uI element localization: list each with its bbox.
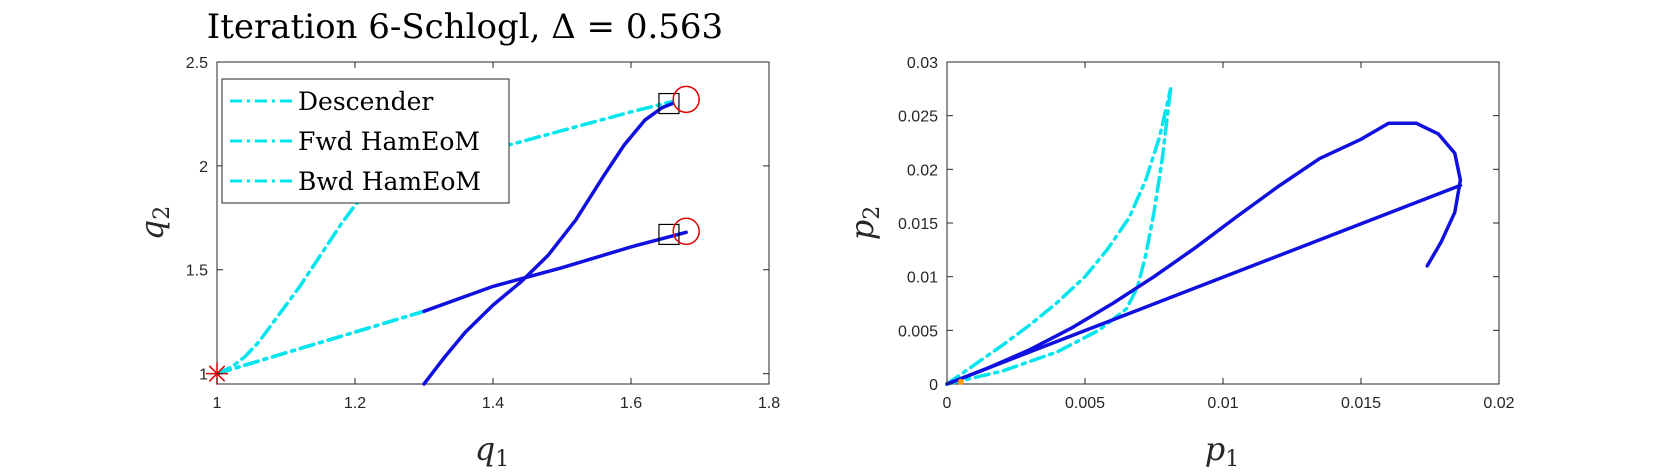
legend-box bbox=[221, 78, 510, 204]
y-tick-label: 0 bbox=[929, 377, 938, 394]
y-tick-label: 0.005 bbox=[898, 323, 938, 340]
y-tick-label: 0.03 bbox=[907, 55, 938, 72]
y-tick-label: 0.02 bbox=[907, 162, 938, 179]
x-tick-label: 0 bbox=[943, 395, 952, 412]
legend-label-bwd-hameom: Bwd HamEoM bbox=[298, 167, 481, 196]
series-line-3 bbox=[422, 101, 675, 386]
plot-area-right bbox=[946, 61, 1500, 385]
series-line-3 bbox=[945, 183, 1463, 386]
x-tick-label: 0.005 bbox=[1065, 395, 1105, 412]
marker-square bbox=[658, 92, 680, 115]
y-tick-label: 0.01 bbox=[907, 270, 938, 287]
x-tick-label: 1.6 bbox=[620, 395, 642, 412]
series-line-bwd-hameom bbox=[215, 309, 426, 376]
y-tick-label: 1.5 bbox=[186, 263, 208, 280]
marker-square bbox=[658, 223, 680, 246]
y-tick-label: 2.5 bbox=[186, 55, 208, 72]
x-axis-label-right: p1 bbox=[1205, 430, 1239, 472]
y-axis-label-right: p2 bbox=[843, 206, 885, 240]
series-line-1 bbox=[945, 87, 1173, 386]
panel-p-space: 0 0.005 0.01 0.015 0.02 0 0.005 0.01 0.015 0.02 0.… bbox=[843, 55, 1515, 472]
x-tick-label: 1.4 bbox=[482, 395, 504, 412]
x-tick-label: 1 bbox=[213, 395, 222, 412]
legend-label-fwd-hameom: Fwd HamEoM bbox=[298, 127, 480, 156]
x-tick-label: 0.015 bbox=[1341, 395, 1381, 412]
series-line-4 bbox=[422, 230, 688, 314]
y-tick-label: 2 bbox=[199, 159, 208, 176]
x-tick-label: 0.01 bbox=[1207, 395, 1238, 412]
series-line-0 bbox=[945, 87, 1173, 386]
marker-dot bbox=[957, 378, 964, 385]
x-tick-label: 1.2 bbox=[344, 395, 366, 412]
panel-q-space: Iteration 6-Schlogl, Δ = 0.563 1 1.2 1.4 1.… bbox=[133, 7, 780, 472]
marker-circle bbox=[672, 85, 700, 114]
legend: Descender Fwd HamEoM Bwd HamEoM bbox=[221, 78, 510, 204]
series-line-2 bbox=[945, 121, 1463, 386]
y-axis-label-left: q2 bbox=[133, 206, 175, 240]
chart-title: Iteration 6-Schlogl, Δ = 0.563 bbox=[207, 7, 723, 47]
y-tick-label: 0.015 bbox=[898, 216, 938, 233]
x-axis-label-left: q1 bbox=[475, 430, 509, 472]
legend-label-descender: Descender bbox=[298, 87, 433, 116]
x-tick-label: 0.02 bbox=[1483, 395, 1514, 412]
marker-circle bbox=[672, 217, 700, 246]
x-tick-label: 1.8 bbox=[758, 395, 780, 412]
y-tick-label: 0.025 bbox=[898, 109, 938, 126]
y-tick-label: 1 bbox=[199, 367, 208, 384]
